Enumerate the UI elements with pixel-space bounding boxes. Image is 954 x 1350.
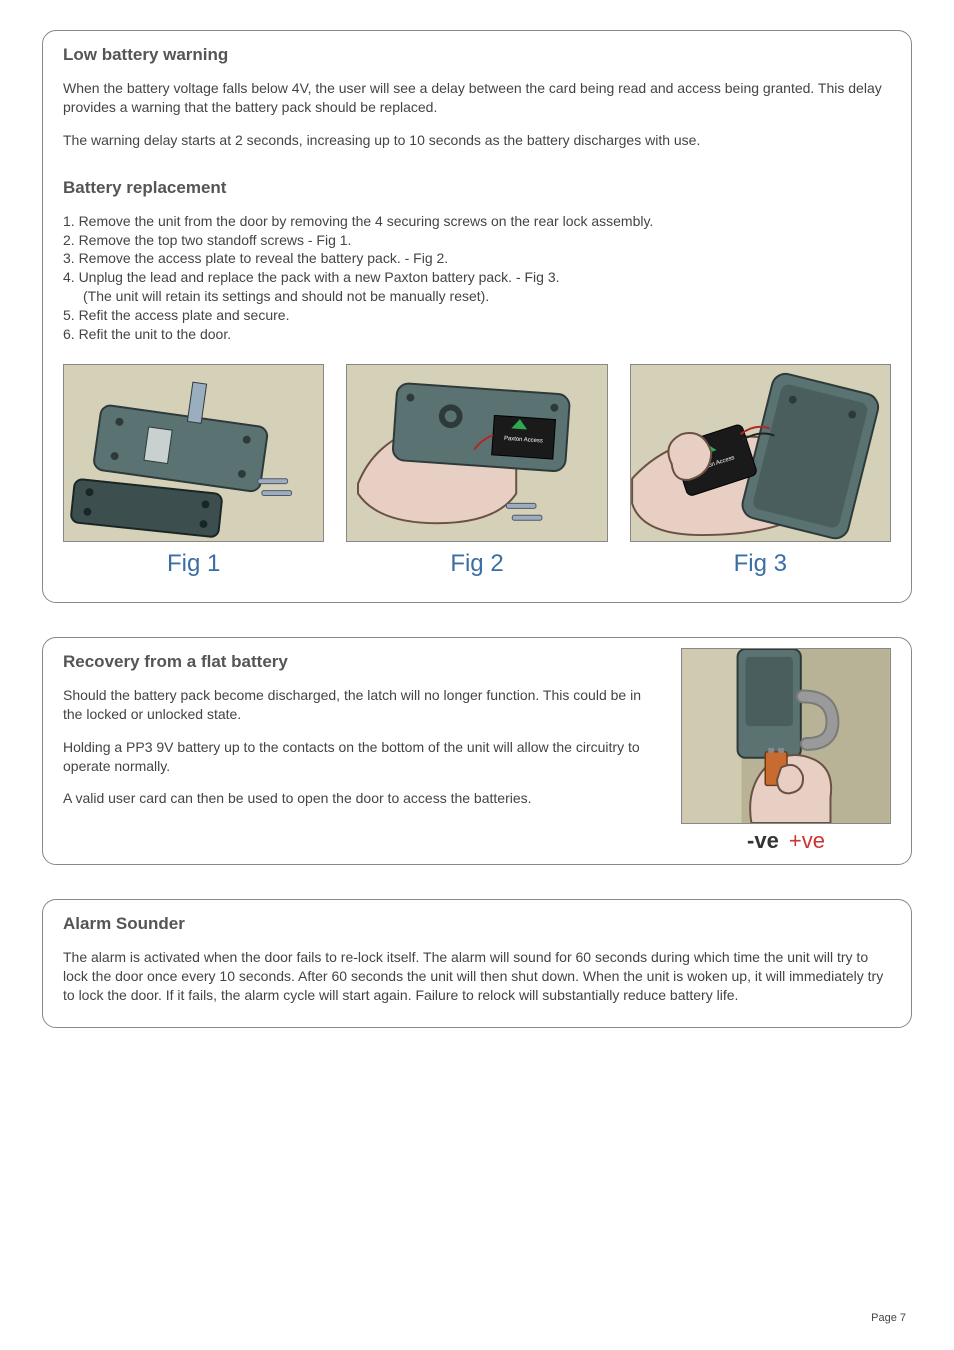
pos-label: +ve <box>789 828 825 854</box>
fig2-caption: Fig 2 <box>346 550 607 578</box>
recovery-p1: Should the battery pack become discharge… <box>63 686 663 724</box>
fig1-illustration <box>63 364 324 542</box>
fig3-caption: Fig 3 <box>630 550 891 578</box>
page-number: Page 7 <box>871 1312 906 1324</box>
figure-3: Paxton Access Fig 3 <box>630 364 891 578</box>
panel-recovery: Recovery from a flat battery Should the … <box>42 637 912 865</box>
step-5: 5. Refit the access plate and secure. <box>63 306 891 325</box>
fig3-illustration: Paxton Access <box>630 364 891 542</box>
step-1: 1. Remove the unit from the door by remo… <box>63 212 891 231</box>
low-battery-p2: The warning delay starts at 2 seconds, i… <box>63 131 891 150</box>
figure-2: Paxton Access Fig 2 <box>346 364 607 578</box>
low-battery-p1: When the battery voltage falls below 4V,… <box>63 79 891 117</box>
step-4: 4. Unplug the lead and replace the pack … <box>63 268 891 287</box>
recovery-text-block: Recovery from a flat battery Should the … <box>63 652 663 854</box>
replacement-steps: 1. Remove the unit from the door by remo… <box>63 212 891 344</box>
neg-label: -ve <box>747 828 779 854</box>
step-6: 6. Refit the unit to the door. <box>63 325 891 344</box>
panel-alarm: Alarm Sounder The alarm is activated whe… <box>42 899 912 1028</box>
figure-1: Fig 1 <box>63 364 324 578</box>
recovery-figure: -ve +ve <box>681 652 891 854</box>
figure-row: Fig 1 <box>63 364 891 578</box>
fig2-illustration: Paxton Access <box>346 364 607 542</box>
recovery-p2: Holding a PP3 9V battery up to the conta… <box>63 738 663 776</box>
fig1-caption: Fig 1 <box>63 550 324 578</box>
step-4-note: (The unit will retain its settings and s… <box>63 287 891 306</box>
recovery-illustration <box>681 648 891 824</box>
step-3: 3. Remove the access plate to reveal the… <box>63 249 891 268</box>
recovery-p3: A valid user card can then be used to op… <box>63 789 663 808</box>
panel-battery: Low battery warning When the battery vol… <box>42 30 912 603</box>
heading-alarm: Alarm Sounder <box>63 914 891 934</box>
alarm-p1: The alarm is activated when the door fai… <box>63 948 891 1005</box>
polarity-labels: -ve +ve <box>681 828 891 854</box>
heading-battery-replacement: Battery replacement <box>63 178 891 198</box>
heading-recovery: Recovery from a flat battery <box>63 652 663 672</box>
step-2: 2. Remove the top two standoff screws - … <box>63 231 891 250</box>
heading-low-battery: Low battery warning <box>63 45 891 65</box>
